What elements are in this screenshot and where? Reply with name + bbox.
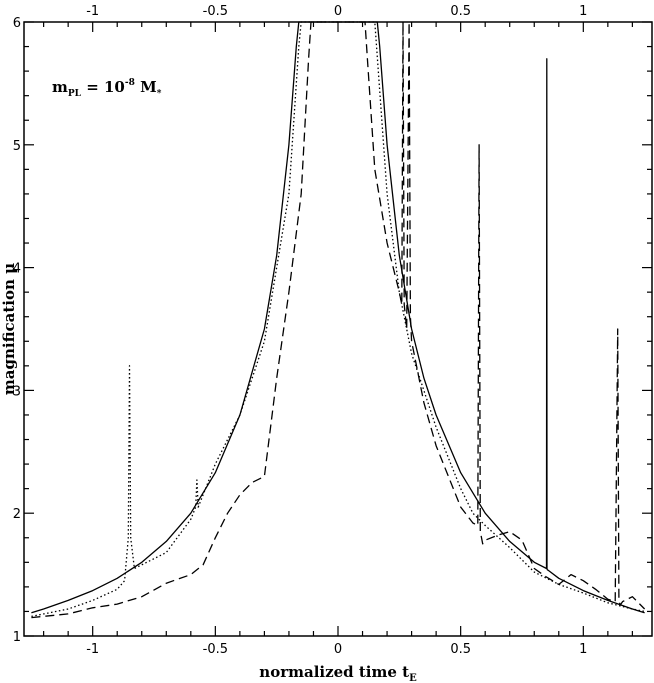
x-axis-label: normalized time tE	[259, 663, 417, 683]
annotation-tail-sub: *	[157, 89, 162, 99]
x-tick-label-top: 0	[334, 4, 342, 19]
series-solid-line	[31, 21, 645, 614]
x-tick-label-top: 1	[579, 4, 587, 19]
series-group	[31, 21, 646, 619]
x-tick-label-bottom: -0.5	[203, 642, 228, 657]
x-tick-label-bottom: 1	[579, 642, 587, 657]
y-tick-label: 5	[13, 139, 21, 154]
annotation-base: m	[52, 78, 68, 96]
x-tick-label-bottom: 0.5	[450, 642, 471, 657]
series-dotted-line	[31, 21, 645, 618]
x-axis-label-sub: E	[409, 673, 417, 683]
x-tick-label-top: 0.5	[450, 4, 471, 19]
ticks-group	[24, 21, 652, 637]
annotation-tail: M	[135, 78, 157, 96]
y-tick-label: 3	[13, 384, 21, 399]
y-axis-label: magnification μ	[0, 263, 18, 395]
plot-frame	[23, 21, 653, 637]
y-tick-label: 6	[13, 16, 21, 31]
x-tick-label-bottom: 0	[334, 642, 342, 657]
y-tick-label: 2	[13, 507, 21, 522]
tick-labels-group: -1 -1 -0.5 -0.5 0 0 0.5 0.5 1 1 1 2 3 4 5 6	[13, 4, 588, 657]
annotation-sub: PL	[68, 89, 82, 99]
annotation-mid: = 10	[81, 78, 125, 96]
y-tick-label: 1	[13, 630, 21, 645]
x-tick-label-bottom: -1	[86, 642, 99, 657]
x-tick-label-top: -0.5	[203, 4, 228, 19]
annotation-sup: -8	[125, 78, 135, 88]
series-dashed-line	[31, 21, 646, 619]
y-tick-label: 4	[13, 262, 21, 277]
x-tick-label-top: -1	[86, 4, 99, 19]
mass-annotation: mPL = 10-8 M*	[52, 78, 162, 99]
